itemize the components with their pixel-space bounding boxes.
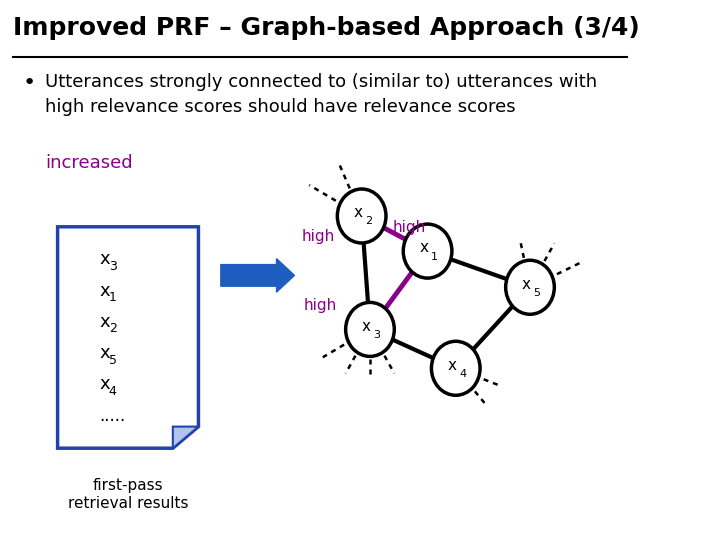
Text: x: x bbox=[99, 375, 110, 394]
Text: x: x bbox=[522, 276, 531, 292]
Text: x: x bbox=[419, 240, 428, 255]
Text: 5: 5 bbox=[109, 354, 117, 367]
Text: high: high bbox=[302, 229, 335, 244]
Polygon shape bbox=[58, 227, 199, 448]
Text: 1: 1 bbox=[109, 291, 117, 304]
Text: 3: 3 bbox=[109, 260, 117, 273]
Ellipse shape bbox=[403, 224, 452, 278]
Text: 5: 5 bbox=[534, 288, 541, 298]
Text: Improved PRF – Graph-based Approach (3/4): Improved PRF – Graph-based Approach (3/4… bbox=[13, 16, 639, 40]
Text: 4: 4 bbox=[459, 369, 467, 379]
Ellipse shape bbox=[431, 341, 480, 395]
Text: •: • bbox=[22, 73, 36, 93]
Text: x: x bbox=[99, 281, 110, 300]
Text: x: x bbox=[99, 344, 110, 362]
Text: 2: 2 bbox=[365, 217, 372, 226]
Text: first-pass
retrieval results: first-pass retrieval results bbox=[68, 478, 188, 511]
Text: .....: ..... bbox=[99, 407, 125, 425]
Ellipse shape bbox=[346, 302, 395, 356]
Text: x: x bbox=[361, 319, 371, 334]
Text: 4: 4 bbox=[109, 385, 117, 398]
Text: high: high bbox=[393, 220, 426, 235]
Text: x: x bbox=[99, 250, 110, 268]
Text: increased: increased bbox=[45, 154, 132, 172]
FancyArrow shape bbox=[221, 259, 294, 292]
Polygon shape bbox=[173, 427, 199, 448]
Ellipse shape bbox=[505, 260, 554, 314]
Text: 1: 1 bbox=[431, 252, 438, 261]
Text: high: high bbox=[303, 298, 337, 313]
Text: x: x bbox=[447, 357, 456, 373]
Text: x: x bbox=[99, 313, 110, 331]
Text: Utterances strongly connected to (similar to) utterances with
high relevance sco: Utterances strongly connected to (simila… bbox=[45, 73, 597, 116]
Text: 2: 2 bbox=[109, 322, 117, 335]
Text: 3: 3 bbox=[374, 330, 380, 340]
Text: x: x bbox=[354, 205, 362, 220]
Ellipse shape bbox=[338, 189, 386, 243]
